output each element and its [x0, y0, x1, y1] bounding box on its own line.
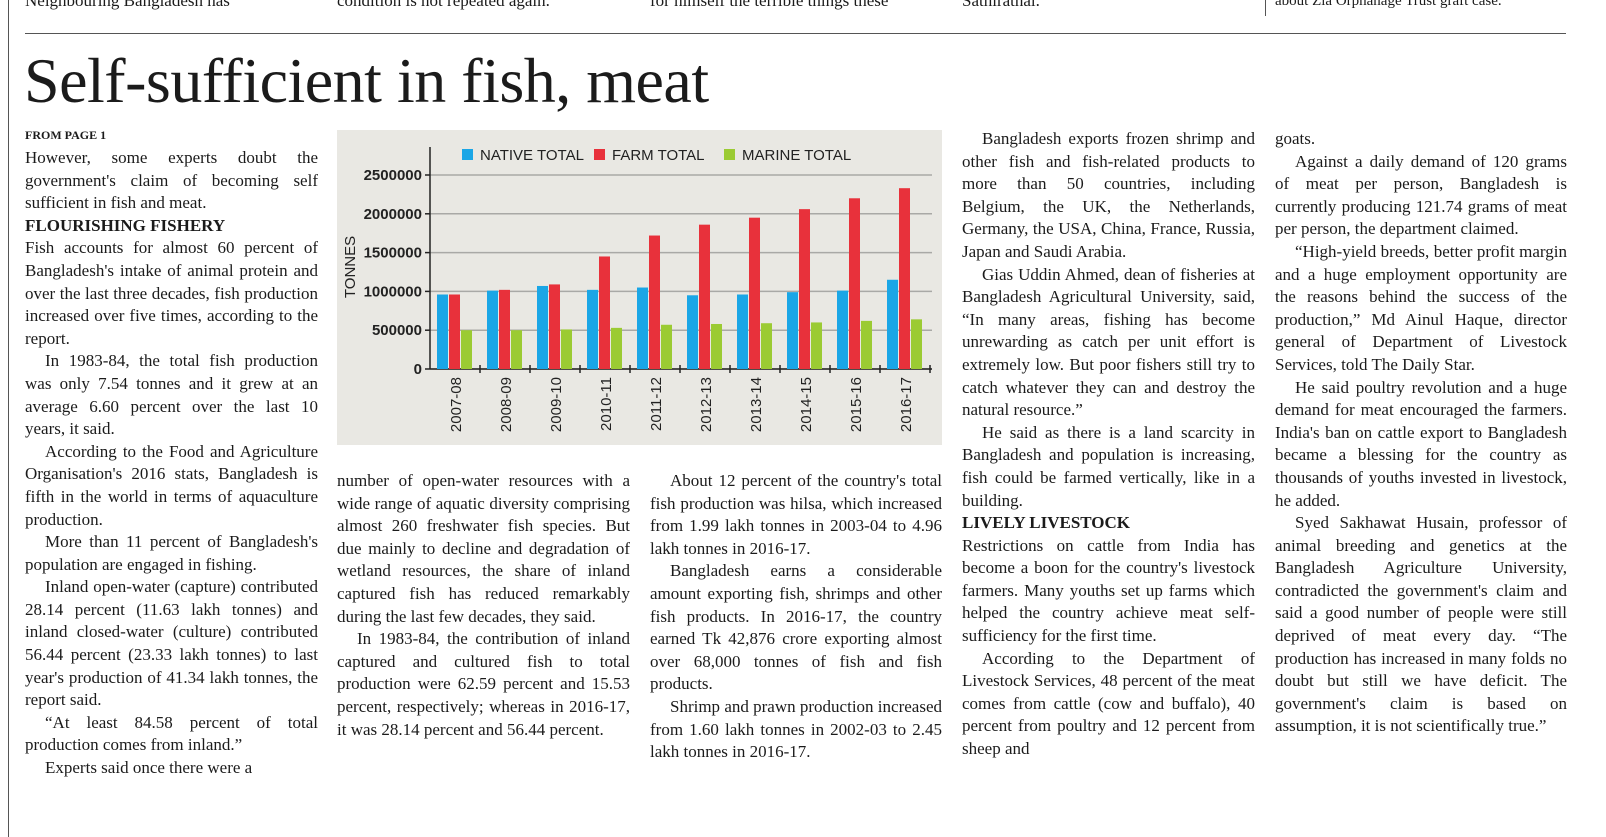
bar — [687, 295, 698, 369]
x-tick-label: 2014-15 — [798, 377, 815, 432]
paragraph: number of open-water resources with a wi… — [337, 471, 630, 626]
paragraph: “At least 84.58 percent of total product… — [25, 712, 318, 755]
x-tick-label: 2011-12 — [648, 377, 665, 431]
legend-swatch — [594, 149, 605, 160]
subheading: LIVELY LIVESTOCK — [962, 513, 1131, 533]
bar — [499, 289, 510, 369]
strip-text: Sathirathai. — [962, 0, 1040, 10]
x-tick-label: 2013-14 — [748, 377, 765, 432]
x-tick-label: 2015-16 — [848, 377, 865, 432]
paragraph: Fish accounts for almost 60 percent of B… — [25, 238, 318, 348]
bar — [599, 256, 610, 369]
paragraph: Restrictions on cattle from India has be… — [962, 535, 1255, 646]
section-rule — [25, 33, 1566, 34]
y-tick-label: 2000000 — [364, 206, 422, 223]
bar — [749, 217, 760, 369]
text-column: goats. Against a daily demand of 120 gram… — [1275, 128, 1567, 837]
bar — [811, 322, 822, 369]
legend-label: FARM TOTAL — [612, 147, 705, 164]
bar — [849, 198, 860, 369]
strip-text: condition is not repeated again.” — [337, 0, 558, 10]
column-rule — [1265, 0, 1266, 16]
subheading: FLOURISHING FISHERY — [25, 215, 226, 235]
bar — [461, 330, 472, 369]
x-tick-label: 2007-08 — [448, 377, 465, 432]
y-axis-label: TONNES — [342, 236, 359, 298]
paragraph: Bangladesh earns a considerable amount e… — [650, 561, 942, 694]
y-tick-label: 1500000 — [364, 245, 422, 262]
paragraph: He said poultry revolution and a huge de… — [1275, 377, 1567, 510]
paragraph: Syed Sakhawat Husain, professor of anima… — [1275, 513, 1567, 736]
bar — [887, 279, 898, 369]
bar — [611, 327, 622, 369]
y-tick-label: 1000000 — [364, 283, 422, 300]
bar — [437, 294, 448, 369]
bar — [561, 329, 572, 369]
paragraph: Experts said once there were a — [45, 758, 253, 778]
text-column: About 12 percent of the country's total … — [650, 470, 942, 837]
paragraph: He said as there is a land scarcity in B… — [962, 422, 1255, 510]
bar — [587, 289, 598, 369]
x-tick-label: 2010-11 — [598, 377, 615, 431]
bar — [837, 290, 848, 369]
bar — [737, 294, 748, 369]
bar — [799, 209, 810, 369]
y-tick-label: 0 — [414, 361, 422, 378]
bar — [449, 294, 460, 369]
kicker: FROM PAGE 1 — [25, 128, 107, 142]
paragraph: However, some experts doubt the governme… — [25, 148, 318, 213]
paragraph: Gias Uddin Ahmed, dean of fisheries at B… — [962, 264, 1255, 420]
bar — [637, 287, 648, 369]
headline: Self-sufficient in fish, meat — [24, 45, 709, 116]
paragraph: Bangladesh exports frozen shrimp and oth… — [962, 129, 1255, 261]
paragraph: Against a daily demand of 120 grams of m… — [1275, 151, 1567, 239]
paragraph: In 1983-84, the total fish production wa… — [25, 351, 318, 439]
x-tick-label: 2012-13 — [698, 377, 715, 432]
bar — [861, 320, 872, 369]
bar — [649, 235, 660, 369]
margin-rule — [8, 0, 9, 837]
text-column: number of open-water resources with a wi… — [337, 470, 630, 837]
chart-box: 0 500000 1000000 1500000 2000000 2500000 TONNE… — [337, 130, 942, 445]
text-column: However, some experts doubt the governme… — [25, 147, 318, 837]
x-tick-label: 2008-09 — [498, 377, 515, 432]
legend-label: NATIVE TOTAL — [480, 147, 584, 164]
chart: 0 500000 1000000 1500000 2000000 2500000 TONNE… — [342, 147, 932, 432]
strip-text: about Zia Orphanage Trust graft case. — [1275, 0, 1502, 9]
bar — [661, 324, 672, 369]
x-tick-label: 2009-10 — [548, 377, 565, 432]
y-tick-label: 500000 — [372, 322, 422, 339]
paragraph: Inland open-water (capture) contributed … — [25, 577, 318, 710]
paragraph: About 12 percent of the country's total … — [650, 471, 942, 558]
strip-text: Neighbouring Bangladesh has — [25, 0, 230, 10]
strip-text: for himself the terrible things these — [650, 0, 889, 10]
paragraph: goats. — [1275, 129, 1316, 148]
bar — [899, 188, 910, 369]
bar — [911, 319, 922, 369]
y-tick-label: 2500000 — [364, 167, 422, 184]
legend-label: MARINE TOTAL — [742, 147, 851, 164]
paragraph: More than 11 percent of Bangladesh's pop… — [25, 532, 318, 574]
bar — [549, 284, 560, 369]
text-column: Bangladesh exports frozen shrimp and oth… — [962, 128, 1255, 837]
bar — [787, 292, 798, 369]
legend-swatch — [724, 149, 735, 160]
bar — [699, 224, 710, 369]
paragraph: According to the Food and Agriculture Or… — [25, 441, 318, 529]
paragraph: In 1983-84, the contribution of inland c… — [337, 629, 630, 739]
bar — [511, 330, 522, 369]
paragraph: Shrimp and prawn production increased fr… — [650, 696, 942, 762]
bar — [761, 323, 772, 369]
bar — [711, 323, 722, 369]
legend-swatch — [462, 149, 473, 160]
paragraph: “High-yield breeds, better profit margin… — [1275, 241, 1567, 374]
x-tick-label: 2016-17 — [898, 377, 915, 432]
paragraph: According to the Department of Livestock… — [962, 648, 1255, 759]
bar — [537, 285, 548, 369]
bar — [487, 290, 498, 369]
